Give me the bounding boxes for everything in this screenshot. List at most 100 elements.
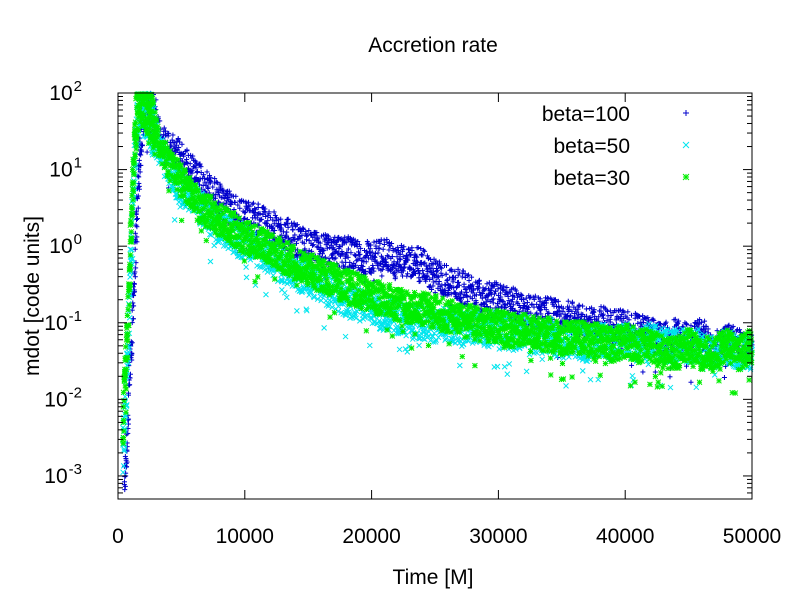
series-beta-50-markers: [120, 90, 755, 476]
data-point: [285, 216, 291, 222]
data-point: [122, 487, 128, 493]
data-point: [166, 187, 172, 194]
data-point: [127, 264, 134, 270]
data-point: [134, 133, 140, 140]
data-point: [416, 342, 422, 349]
data-point: [546, 310, 552, 316]
data-point: [255, 201, 261, 207]
data-point: [629, 372, 636, 379]
data-point: [294, 308, 300, 314]
data-point: [334, 238, 340, 244]
data-point: [120, 428, 127, 434]
data-point: [135, 193, 141, 199]
data-point: [165, 133, 171, 139]
data-point: [266, 209, 272, 215]
data-point: [267, 215, 273, 221]
data-point: [161, 125, 167, 131]
data-point: [242, 209, 248, 215]
data-point: [252, 207, 258, 213]
data-point: [184, 147, 190, 153]
data-point: [140, 142, 146, 148]
data-point: [226, 195, 232, 201]
data-point: [201, 172, 207, 178]
data-point: [123, 366, 130, 373]
data-point: [175, 156, 181, 163]
data-point: [640, 369, 646, 375]
data-point: [278, 225, 284, 231]
data-point: [179, 141, 185, 147]
data-point: [132, 230, 138, 236]
data-point: [260, 212, 266, 218]
data-point: [164, 144, 171, 151]
data-point: [123, 386, 129, 392]
data-point: [136, 157, 142, 163]
data-point: [124, 354, 131, 361]
data-point: [128, 235, 135, 242]
data-point: [299, 232, 305, 238]
data-point: [182, 169, 189, 176]
data-point: [242, 215, 248, 221]
data-point: [285, 224, 291, 230]
data-point: [579, 368, 586, 374]
data-point: [193, 165, 199, 171]
data-point: [242, 210, 248, 216]
data-point: [366, 342, 373, 349]
data-point: [132, 119, 139, 126]
data-point: [306, 228, 312, 234]
data-point: [297, 235, 303, 241]
data-point: [301, 240, 307, 246]
data-point: [284, 229, 290, 235]
data-point: [162, 139, 169, 146]
data-point: [169, 137, 175, 143]
data-point: [375, 250, 381, 256]
data-point: [208, 178, 214, 184]
data-point: [123, 409, 129, 416]
data-point: [125, 322, 132, 329]
data-point: [170, 132, 176, 138]
data-point: [179, 158, 185, 164]
data-point: [293, 240, 299, 246]
data-point: [354, 258, 360, 264]
data-point: [173, 142, 179, 148]
data-point: [204, 169, 210, 175]
data-point: [212, 195, 218, 201]
data-point: [133, 210, 139, 216]
data-point: [281, 289, 288, 296]
data-point: [629, 362, 635, 368]
data-point: [122, 474, 128, 480]
data-point: [317, 240, 323, 246]
data-point: [456, 362, 463, 369]
data-point: [135, 205, 141, 211]
data-point: [131, 160, 138, 166]
data-point: [667, 384, 674, 391]
data-point: [129, 340, 135, 346]
data-point: [688, 379, 694, 385]
data-point: [155, 127, 162, 133]
data-point: [124, 459, 130, 465]
data-point: [133, 217, 139, 223]
data-point: [300, 226, 306, 232]
data-point: [310, 234, 316, 240]
data-point: [539, 356, 546, 363]
data-point: [177, 139, 183, 145]
data-point: [138, 152, 144, 158]
data-point: [667, 374, 673, 380]
data-point: [243, 274, 250, 281]
data-point: [127, 218, 134, 224]
data-point: [232, 199, 238, 205]
data-point: [261, 209, 267, 215]
data-point: [396, 346, 403, 353]
data-point: [263, 291, 269, 298]
data-point: [150, 99, 157, 105]
data-point: [484, 281, 490, 287]
data-point: [136, 174, 142, 180]
data-point: [246, 199, 252, 205]
data-point: [278, 216, 284, 222]
data-point: [326, 256, 332, 262]
data-point: [235, 202, 241, 208]
data-point: [130, 197, 136, 203]
data-point: [128, 228, 135, 235]
data-point: [126, 302, 133, 308]
data-point: [131, 171, 137, 178]
data-point: [331, 237, 337, 243]
